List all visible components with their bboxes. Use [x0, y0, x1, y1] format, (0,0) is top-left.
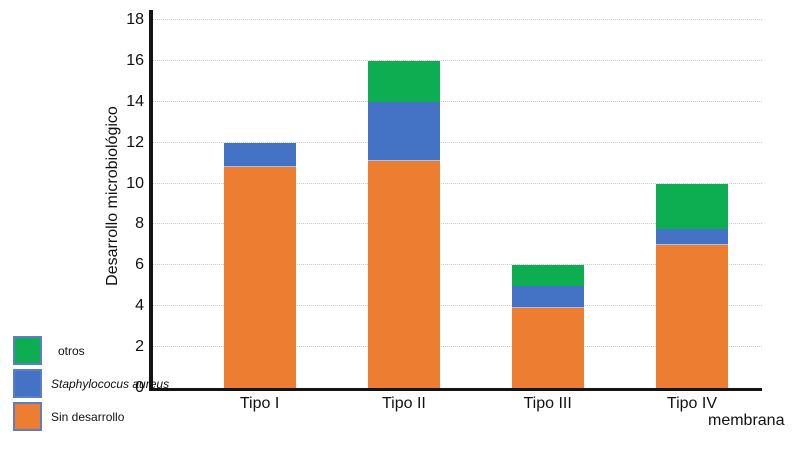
gridline	[153, 19, 762, 20]
gridline	[153, 182, 762, 184]
bar-segment-staphylococus-aureus	[223, 142, 296, 168]
legend-swatch-icon	[13, 369, 42, 398]
y-tick-label: 6	[135, 256, 144, 274]
gridline	[153, 346, 762, 348]
bar-segment-sin-desarrollo	[511, 308, 584, 388]
gridline	[153, 141, 762, 143]
gridline	[153, 264, 762, 266]
plot-area	[149, 19, 762, 391]
stacked-bar-tipo-iii	[511, 20, 584, 388]
bar-segment-otros	[655, 183, 728, 229]
x-tick-label: Tipo I	[239, 395, 280, 412]
bar-segment-otros	[511, 265, 584, 286]
legend-label: Staphylococus aureus	[51, 376, 170, 391]
y-tick-label: 18	[126, 11, 144, 28]
legend-label: Sin desarrollo	[51, 409, 125, 424]
y-tick-label: 16	[126, 51, 144, 69]
gridline	[153, 59, 762, 61]
legend-item-staphylococus-aureus: Staphylococus aureus	[13, 369, 169, 398]
bar-segment-sin-desarrollo	[655, 244, 728, 388]
bar-segment-staphylococus-aureus	[655, 228, 728, 245]
x-tick-label: Tipo III	[523, 395, 572, 412]
gridline	[153, 223, 762, 225]
x-axis-title: membrana	[708, 412, 785, 429]
bar-segment-sin-desarrollo	[367, 161, 440, 388]
stacked-bar-tipo-ii	[367, 20, 440, 388]
y-tick-label: 2	[135, 338, 144, 356]
legend-label: otros	[58, 343, 85, 358]
x-tick-label: Tipo IV	[666, 395, 717, 412]
legend-swatch-icon	[13, 336, 42, 365]
bar-segment-staphylococus-aureus	[511, 285, 584, 309]
stacked-bar-tipo-iv	[655, 20, 728, 388]
legend-item-sin-desarrollo: Sin desarrollo	[13, 402, 169, 431]
gridline	[153, 100, 762, 102]
legend-swatch-icon	[13, 402, 42, 431]
stacked-bar-tipo-i	[223, 20, 296, 388]
legend: otros Staphylococus aureus Sin desarrollo	[13, 336, 169, 435]
y-tick-label: 8	[135, 215, 144, 233]
bar-segment-sin-desarrollo	[223, 167, 296, 388]
y-tick-label: 10	[126, 174, 144, 192]
x-tick-label: Tipo II	[381, 395, 426, 412]
legend-item-otros: otros	[13, 336, 169, 365]
bar-segment-staphylococus-aureus	[367, 101, 440, 162]
y-tick-label: 14	[126, 92, 144, 110]
y-axis-line-cap	[149, 10, 153, 22]
bar-segment-otros	[367, 60, 440, 102]
gridline	[153, 305, 762, 307]
y-tick-label: 0	[135, 379, 144, 396]
y-tick-label: 4	[135, 297, 144, 315]
y-tick-label: 12	[126, 133, 144, 151]
